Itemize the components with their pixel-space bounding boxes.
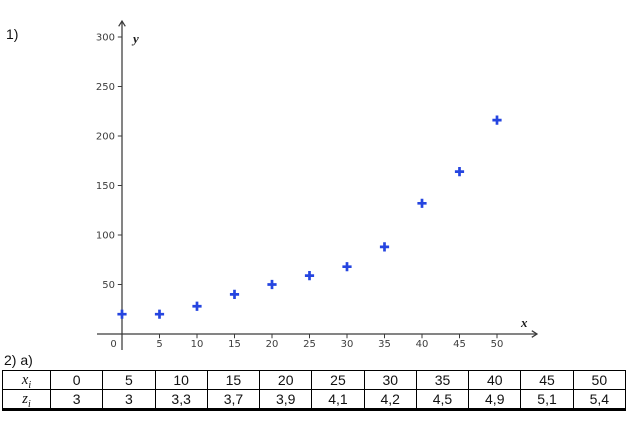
x-tick-label: 5 [156,339,162,350]
table-cell: 3 [49,389,104,412]
data-point-cross [379,242,390,252]
y-axis-arrow [118,19,126,27]
x-tick-label: 30 [341,339,354,350]
table-cell: 15 [206,369,261,391]
x-axis-arrow [531,330,539,338]
table-cell: 3 [102,389,156,412]
exercise-2a-label: 2) a) [4,352,33,368]
table-cell: 0 [49,369,104,391]
exercise-1-label: 1) [6,26,19,42]
x-tick-label: 0 [110,339,116,350]
table-cell: 3,9 [259,389,313,412]
data-point-cross [342,262,352,272]
table-cell: 4,5 [415,389,470,412]
x-tick-label: 15 [228,339,241,350]
table-row: xi 0 5 10 15 20 25 30 35 40 45 50 [2,369,627,391]
table-cell: 25 [311,369,365,391]
x-tick-label: 10 [191,339,204,350]
data-point-cross [117,309,127,319]
data-point-cross [417,198,427,208]
x-tick-label: 20 [266,339,279,350]
table-cell: 20 [259,369,313,391]
table-cell: 30 [363,369,417,391]
x-axis-label: x [520,315,528,330]
plot-axes-ticks-points: 0 5 10 15 20 25 30 35 40 45 50 50 100 150 200 250 300 [96,19,539,350]
data-point-cross [229,289,240,299]
table-cell: 40 [468,369,522,391]
x-tick-label: 50 [491,339,504,350]
table-cell: 5,4 [572,389,627,412]
table-cell: 35 [415,369,470,391]
data-table-body: xi 0 5 10 15 20 25 30 35 40 45 50 zi 3 3 3,3 3,7 3,9 4,1 4,… [2,369,627,412]
table-cell: 10 [154,369,208,391]
x-tick-label: 25 [303,339,316,350]
y-tick-label: 150 [96,181,115,192]
row-header: xi [2,369,51,390]
data-point-cross [304,270,315,281]
data-point-cross [154,309,165,319]
table-cell: 3,3 [154,389,208,412]
y-tick-label: 250 [96,82,115,93]
x-tick-label: 45 [453,339,466,350]
row-header: zi [2,389,51,412]
data-point-cross [267,279,277,290]
y-tick-label: 50 [102,280,115,291]
table-cell: 45 [520,369,574,391]
table-cell: 4,9 [468,389,522,412]
y-tick-label: 200 [96,131,115,142]
data-table: xi 0 5 10 15 20 25 30 35 40 45 50 zi 3 3 3,3 3,7 3,9 4,1 4,… [2,369,627,412]
table-cell: 3,7 [206,389,261,412]
table-cell: 4,2 [363,389,417,412]
table-cell: 4,1 [311,389,365,412]
table-cell: 50 [572,369,627,391]
table-row: zi 3 3 3,3 3,7 3,9 4,1 4,2 4,5 4,9 5,1 5,4 [2,389,627,412]
y-tick-label: 100 [96,230,115,241]
table-cell: 5 [102,369,156,391]
y-tick-label: 300 [96,32,115,43]
y-axis-label: y [131,31,139,46]
data-point-cross [192,301,202,311]
data-point-cross [454,167,465,177]
table-cell: 5,1 [520,389,574,412]
x-tick-label: 40 [416,339,429,350]
data-point-cross [492,115,502,125]
x-tick-label: 35 [378,339,391,350]
